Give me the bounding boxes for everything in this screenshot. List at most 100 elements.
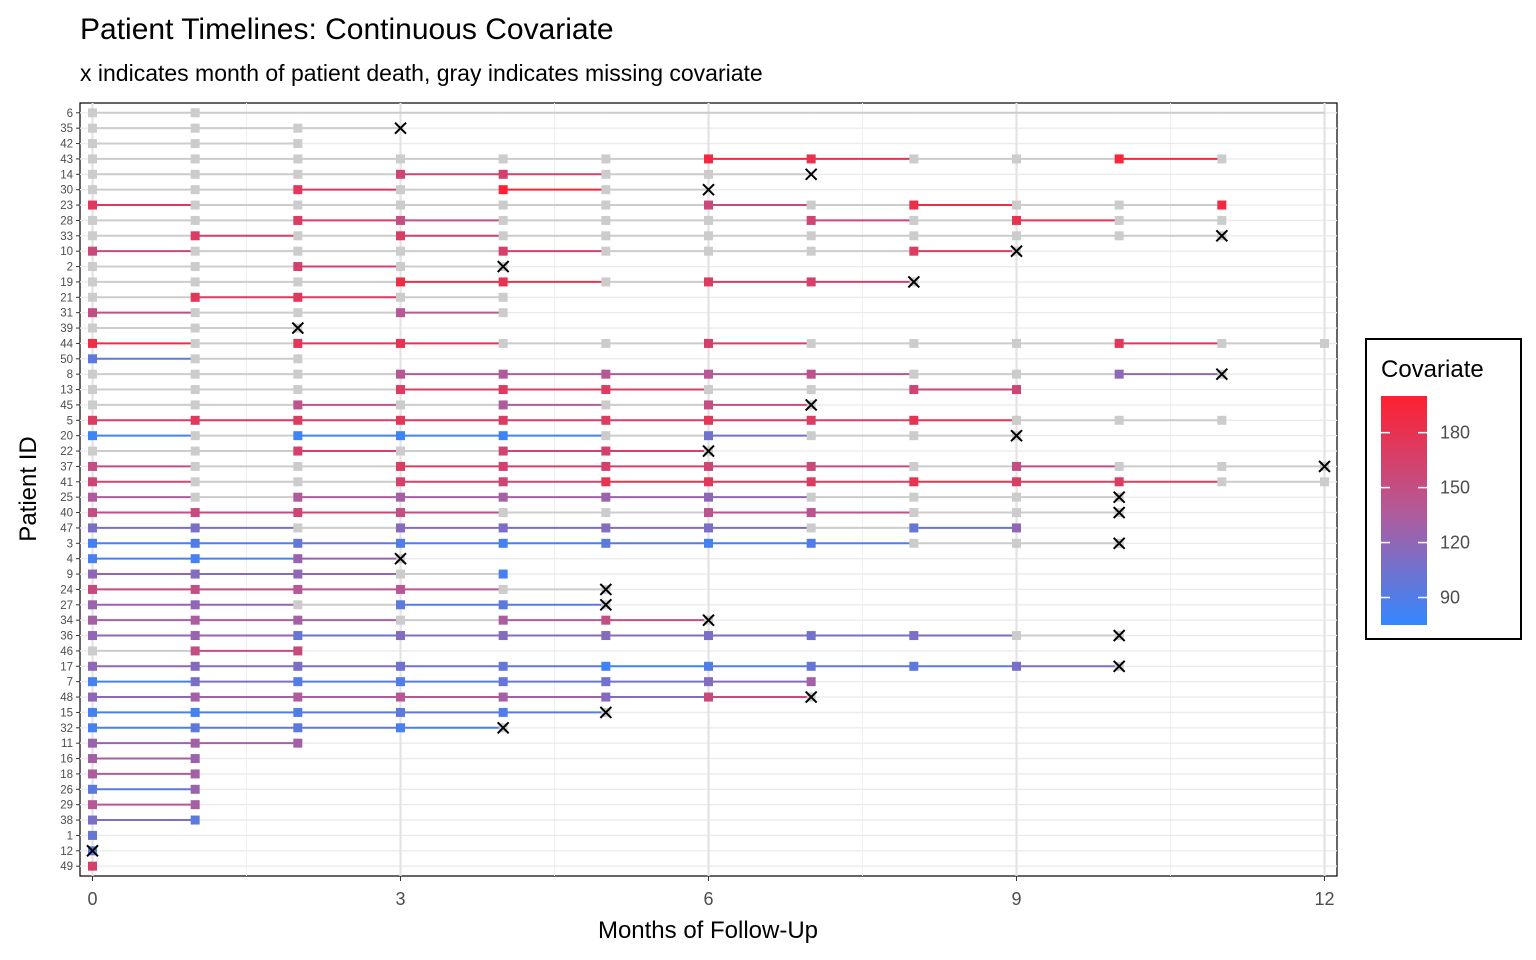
death-marker [804,168,818,181]
death-marker [1112,537,1126,550]
visit-marker [293,707,303,717]
visit-marker [293,738,303,748]
visit-marker [806,492,816,502]
y-tick-label: 9 [67,569,73,581]
patient-row-8 [88,367,1229,381]
visit-marker [88,738,97,748]
visit-marker [88,615,97,625]
visit-marker [293,262,303,272]
visit-marker [293,154,303,164]
visit-marker [498,615,508,625]
visit-marker [1217,154,1227,164]
visit-marker [498,277,508,287]
y-tick-label: 1 [67,830,73,842]
visit-marker [704,415,713,425]
visit-marker [88,185,97,195]
patient-row-30 [88,183,715,196]
patient-row-20 [88,429,1023,442]
visit-marker [190,769,200,779]
y-tick-label: 29 [60,800,73,812]
visit-marker [498,292,508,302]
visit-marker [190,354,200,364]
visit-marker [498,231,508,241]
visit-marker [396,523,405,533]
chart-title: Patient Timelines: Continuous Covariate [80,13,614,46]
patient-row-35 [88,121,407,135]
visit-marker [190,446,200,456]
visit-marker [909,492,919,502]
visit-marker [498,538,508,548]
visit-marker [293,231,303,241]
visit-marker [806,661,816,671]
patient-row-39 [88,321,305,335]
visit-marker [396,385,405,395]
visit-marker [88,584,97,594]
death-marker [804,398,818,412]
visit-marker [190,661,200,671]
visit-marker [1320,477,1329,487]
visit-marker [1114,369,1124,379]
y-tick-label: 11 [61,738,73,750]
visit-marker [1114,200,1124,210]
patient-row-34 [88,613,715,627]
visit-marker [806,338,816,348]
visit-marker [88,385,97,395]
visit-marker [293,169,303,179]
visit-marker [1012,631,1021,641]
visit-marker [806,677,816,687]
y-tick-label: 25 [60,492,73,504]
visit-marker [498,508,508,518]
visit-marker [88,477,97,487]
visit-marker [293,369,303,379]
visit-marker [293,538,303,548]
y-tick-label: 41 [60,477,73,489]
visit-marker [1217,200,1227,210]
death-marker [1010,429,1023,442]
visit-marker [190,246,200,256]
visit-marker [190,784,200,794]
visit-marker [704,661,713,671]
visit-marker [498,431,508,441]
patient-row-9 [88,569,508,579]
visit-marker [498,185,508,195]
visit-marker [601,200,611,210]
visit-marker [396,231,405,241]
visit-marker [293,123,303,133]
y-tick-label: 32 [60,723,73,735]
visit-marker [88,523,97,533]
visit-marker [498,569,508,579]
death-marker [394,552,407,565]
y-tick-label: 8 [67,369,73,381]
visit-marker [396,600,405,610]
y-tick-label: 36 [60,631,73,643]
visit-marker [88,815,97,825]
visit-marker [601,538,611,548]
patient-row-14 [88,168,818,181]
visit-marker [293,292,303,302]
visit-marker [806,154,816,164]
y-tick-label: 7 [67,677,73,689]
patient-row-12 [86,844,99,858]
y-tick-label: 44 [60,338,73,350]
visit-marker [909,154,919,164]
visit-marker [88,169,97,179]
visit-marker [396,262,405,272]
patient-row-27 [88,598,613,612]
visit-marker [498,200,508,210]
visit-marker [190,415,200,425]
patient-row-1 [88,830,97,840]
visit-marker [293,308,303,318]
visit-marker [806,538,816,548]
legend-title: Covariate [1381,356,1484,383]
patient-row-15 [88,706,613,719]
visit-marker [498,338,508,348]
visit-marker [1012,369,1021,379]
visit-marker [190,754,200,764]
y-tick-label: 28 [60,215,73,227]
y-tick-label: 47 [60,523,73,535]
visit-marker [190,277,200,287]
death-marker [496,260,510,273]
visit-marker [396,661,405,671]
visit-marker [190,123,200,133]
visit-marker [293,338,303,348]
